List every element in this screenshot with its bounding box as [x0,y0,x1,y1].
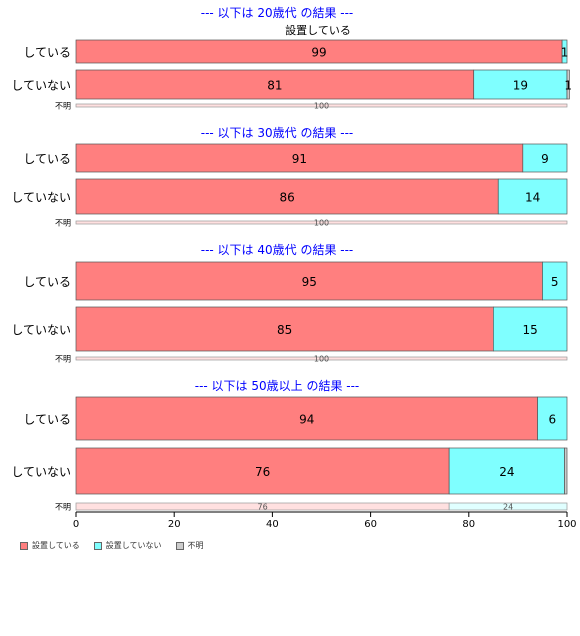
bar-segment [497,178,568,215]
bar-segment [75,306,494,352]
value-label: 100 [314,355,329,364]
panel-title: --- 以下は 30歳代 の結果 --- [201,126,354,140]
value-label: 6 [548,413,556,427]
value-label: 76 [255,465,270,479]
panel-title: --- 以下は 50歳以上 の結果 --- [195,379,360,393]
row-label: している [23,46,71,60]
bar-segment [448,502,568,511]
legend-item-unknown: 不明 [175,540,204,551]
bar-segment [537,396,568,441]
value-label: 86 [279,191,294,205]
value-label: 81 [267,79,282,93]
bar-segment [75,261,543,301]
legend-item-installed: 設置している [20,540,80,551]
x-tick-label: 0 [73,519,79,530]
bar-segment [75,220,568,225]
legend-label-not-installed: 設置していない [105,541,162,550]
row-label: していない [11,465,71,479]
value-label: 1 [564,79,572,93]
legend: 設置している 設置していない 不明 [20,540,204,551]
row-label: している [23,275,71,289]
row-label: 不明 [55,219,71,228]
value-label: 94 [299,413,314,427]
row-label: 不明 [55,503,71,512]
bar-segment [566,69,570,100]
bar-segment [522,143,568,173]
value-label: 100 [314,219,329,228]
value-label: 100 [314,102,329,111]
bar-segment [493,306,568,352]
bar-segment [448,447,565,495]
value-label: 85 [277,323,292,337]
bar-segment [75,103,568,108]
panel-title: --- 以下は 40歳代 の結果 --- [201,243,354,257]
value-label: 5 [551,275,559,289]
row-label: している [23,413,71,427]
x-tick-label: 40 [266,519,279,530]
row-label: していない [11,323,71,337]
value-label: 24 [503,503,513,512]
row-label: していない [11,79,71,93]
bar-segment [564,447,568,495]
bar-segment [75,178,499,215]
value-label: 14 [525,191,540,205]
x-tick-label: 80 [462,519,475,530]
row-label: 不明 [55,102,71,111]
value-label: 91 [292,152,307,166]
x-tick-label: 20 [168,519,181,530]
value-label: 95 [302,275,317,289]
bar-segment [542,261,568,301]
value-label: 9 [541,152,549,166]
legend-label-unknown: 不明 [187,541,204,550]
bar-segment [75,396,538,441]
legend-label-installed: 設置している [32,541,80,550]
bar-segment [561,39,568,64]
bar-segment [75,69,475,100]
value-label: 15 [523,323,538,337]
x-tick-label: 100 [557,519,576,530]
row-label: している [23,152,71,166]
x-tick-label: 60 [364,519,377,530]
legend-swatch-not-installed [93,541,102,550]
value-label: 24 [499,465,514,479]
column-header: 設置している [285,23,351,37]
value-label: 99 [311,46,326,60]
bar-segment [75,447,450,495]
legend-item-not-installed: 設置していない [93,540,162,551]
value-label: 19 [513,79,528,93]
row-label: 不明 [55,355,71,364]
value-label: 76 [257,503,267,512]
bar-segment [75,356,568,361]
legend-swatch-unknown [175,541,184,550]
panel-title: --- 以下は 20歳代 の結果 --- [201,6,354,20]
value-label: 1 [561,46,569,60]
legend-swatch-installed [20,541,28,550]
row-label: していない [11,191,71,205]
